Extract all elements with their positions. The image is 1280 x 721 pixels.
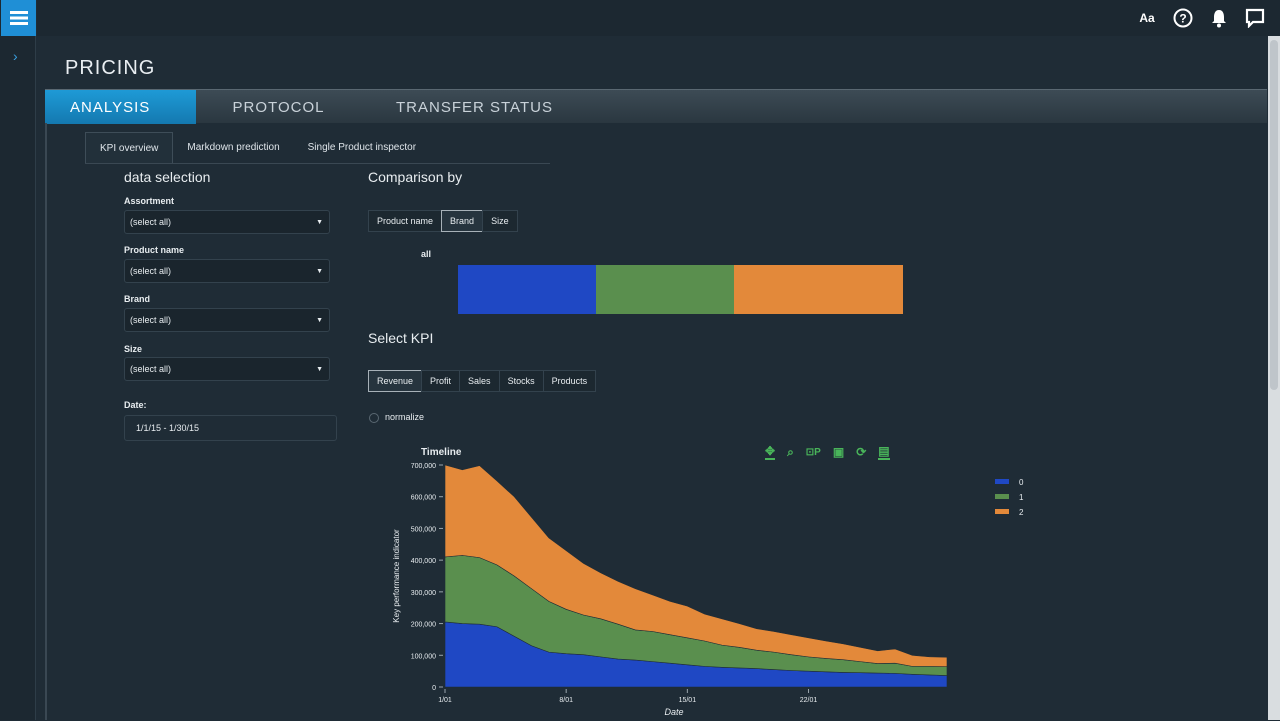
chat-icon[interactable] — [1244, 7, 1266, 29]
normalize-label: normalize — [385, 412, 425, 422]
size-select[interactable]: (select all) ▼ — [124, 357, 330, 381]
brand-label: Brand — [124, 294, 151, 304]
comparison-segment-0[interactable] — [458, 265, 596, 314]
comparison-segment-2[interactable] — [733, 265, 903, 314]
area-series-2[interactable] — [444, 464, 948, 668]
x-tick-label: 22/01 — [800, 697, 818, 704]
y-tick-label: 300,000 — [411, 590, 436, 597]
product-name-label: Product name — [124, 245, 185, 255]
chart-title: Timeline — [421, 447, 462, 458]
compare-product-name-button[interactable]: Product name — [368, 210, 443, 232]
vertical-scrollbar[interactable] — [1268, 36, 1280, 720]
box-zoom-icon[interactable]: ⊡P — [805, 446, 821, 458]
x-tick-label: 15/01 — [679, 697, 697, 704]
brand-select[interactable]: (select all) ▼ — [124, 308, 330, 332]
comparison-title: Comparison by — [368, 169, 463, 185]
legend-swatch-0 — [995, 479, 1009, 484]
caret-down-icon: ▼ — [316, 317, 323, 324]
y-tick-label: 600,000 — [411, 495, 436, 502]
comparison-segment-1[interactable] — [595, 265, 734, 314]
svg-text:?: ? — [1179, 12, 1186, 26]
notification-bell-icon[interactable] — [1208, 7, 1230, 29]
tab-transfer-status[interactable]: TRANSFER STATUS — [396, 98, 553, 116]
compare-brand-button[interactable]: Brand — [441, 210, 484, 232]
analysis-content: KPI overview Markdown prediction Single … — [45, 123, 1267, 720]
tab-protocol[interactable]: PROTOCOL — [232, 98, 325, 116]
legend-label-1: 1 — [1019, 493, 1024, 502]
comparison-button-group: Product name Brand Size — [368, 210, 518, 232]
data-selection-title: data selection — [124, 169, 211, 185]
zoom-icon[interactable]: ⌕ — [787, 444, 794, 459]
caret-down-icon: ▼ — [316, 268, 323, 275]
menu-icon — [9, 11, 28, 25]
caret-down-icon: ▼ — [316, 366, 323, 373]
y-tick-label: 100,000 — [411, 653, 436, 660]
date-label: Date: — [124, 400, 147, 410]
hover-tool-icon[interactable]: ▤ — [878, 444, 890, 460]
subtab-kpi-overview[interactable]: KPI overview — [85, 132, 174, 163]
size-value: (select all) — [130, 364, 172, 374]
subtab-markdown-prediction[interactable]: Markdown prediction — [187, 142, 280, 153]
y-tick-label: 0 — [432, 685, 436, 692]
reset-icon[interactable]: ⟳ — [856, 445, 867, 459]
x-tick-label: 8/01 — [559, 697, 573, 704]
select-kpi-title: Select KPI — [368, 330, 434, 346]
kpi-button-group: Revenue Profit Sales Stocks Products — [368, 370, 597, 392]
y-tick-label: 700,000 — [411, 463, 436, 470]
compare-size-button[interactable]: Size — [482, 210, 518, 232]
tab-analysis[interactable]: ANALYSIS — [45, 90, 196, 124]
subtab-single-product-inspector[interactable]: Single Product inspector — [307, 142, 417, 153]
page-title: PRICING — [65, 57, 156, 79]
product-name-value: (select all) — [130, 266, 172, 276]
y-axis-label: Key performance indicator — [392, 529, 401, 623]
comparison-bar-label: all — [421, 249, 432, 259]
assortment-label: Assortment — [124, 196, 175, 206]
y-tick-label: 500,000 — [411, 526, 436, 533]
side-rail: › — [0, 0, 36, 720]
timeline-chart[interactable]: Timeline 0 100,000 200,000 300,000 400,000 500… — [357, 441, 1037, 721]
assortment-select[interactable]: (select all) ▼ — [124, 210, 330, 234]
caret-down-icon: ▼ — [316, 219, 323, 226]
date-range-input[interactable]: 1/1/15 - 1/30/15 — [124, 415, 337, 441]
y-tick-label: 400,000 — [411, 558, 436, 565]
product-name-select[interactable]: (select all) ▼ — [124, 259, 330, 283]
expand-chevron-icon[interactable]: › — [13, 48, 18, 64]
font-size-icon[interactable]: Aa — [1139, 11, 1155, 25]
legend-label-0: 0 — [1019, 478, 1024, 487]
size-label: Size — [124, 344, 143, 354]
save-icon[interactable]: ▣ — [832, 445, 845, 459]
kpi-profit-button[interactable]: Profit — [421, 370, 461, 392]
legend-label-2: 2 — [1019, 508, 1024, 517]
top-bar: Aa ? — [37, 0, 1280, 36]
chart-toolbar: ✥ ⌕ ⊡P ▣ ⟳ ▤ — [765, 444, 890, 460]
help-icon[interactable]: ? — [1172, 7, 1194, 29]
pan-icon[interactable]: ✥ — [765, 444, 776, 460]
kpi-sales-button[interactable]: Sales — [459, 370, 500, 392]
sub-tabs: KPI overview Markdown prediction Single … — [85, 132, 550, 164]
x-axis-label: Date — [664, 707, 683, 717]
y-tick-label: 200,000 — [411, 622, 436, 629]
assortment-value: (select all) — [130, 217, 172, 227]
kpi-stocks-button[interactable]: Stocks — [498, 370, 544, 392]
scrollbar-thumb[interactable] — [1270, 40, 1278, 390]
brand-value: (select all) — [130, 315, 172, 325]
legend-swatch-1 — [995, 494, 1009, 499]
normalize-radio[interactable] — [369, 413, 379, 423]
hamburger-menu-button[interactable] — [1, 0, 36, 36]
comparison-stacked-bar[interactable] — [458, 265, 903, 314]
kpi-revenue-button[interactable]: Revenue — [368, 370, 423, 392]
x-tick-label: 1/01 — [438, 697, 452, 704]
legend-swatch-2 — [995, 509, 1009, 514]
main-tabs: ANALYSIS PROTOCOL TRANSFER STATUS — [45, 89, 1267, 124]
kpi-products-button[interactable]: Products — [542, 370, 597, 392]
